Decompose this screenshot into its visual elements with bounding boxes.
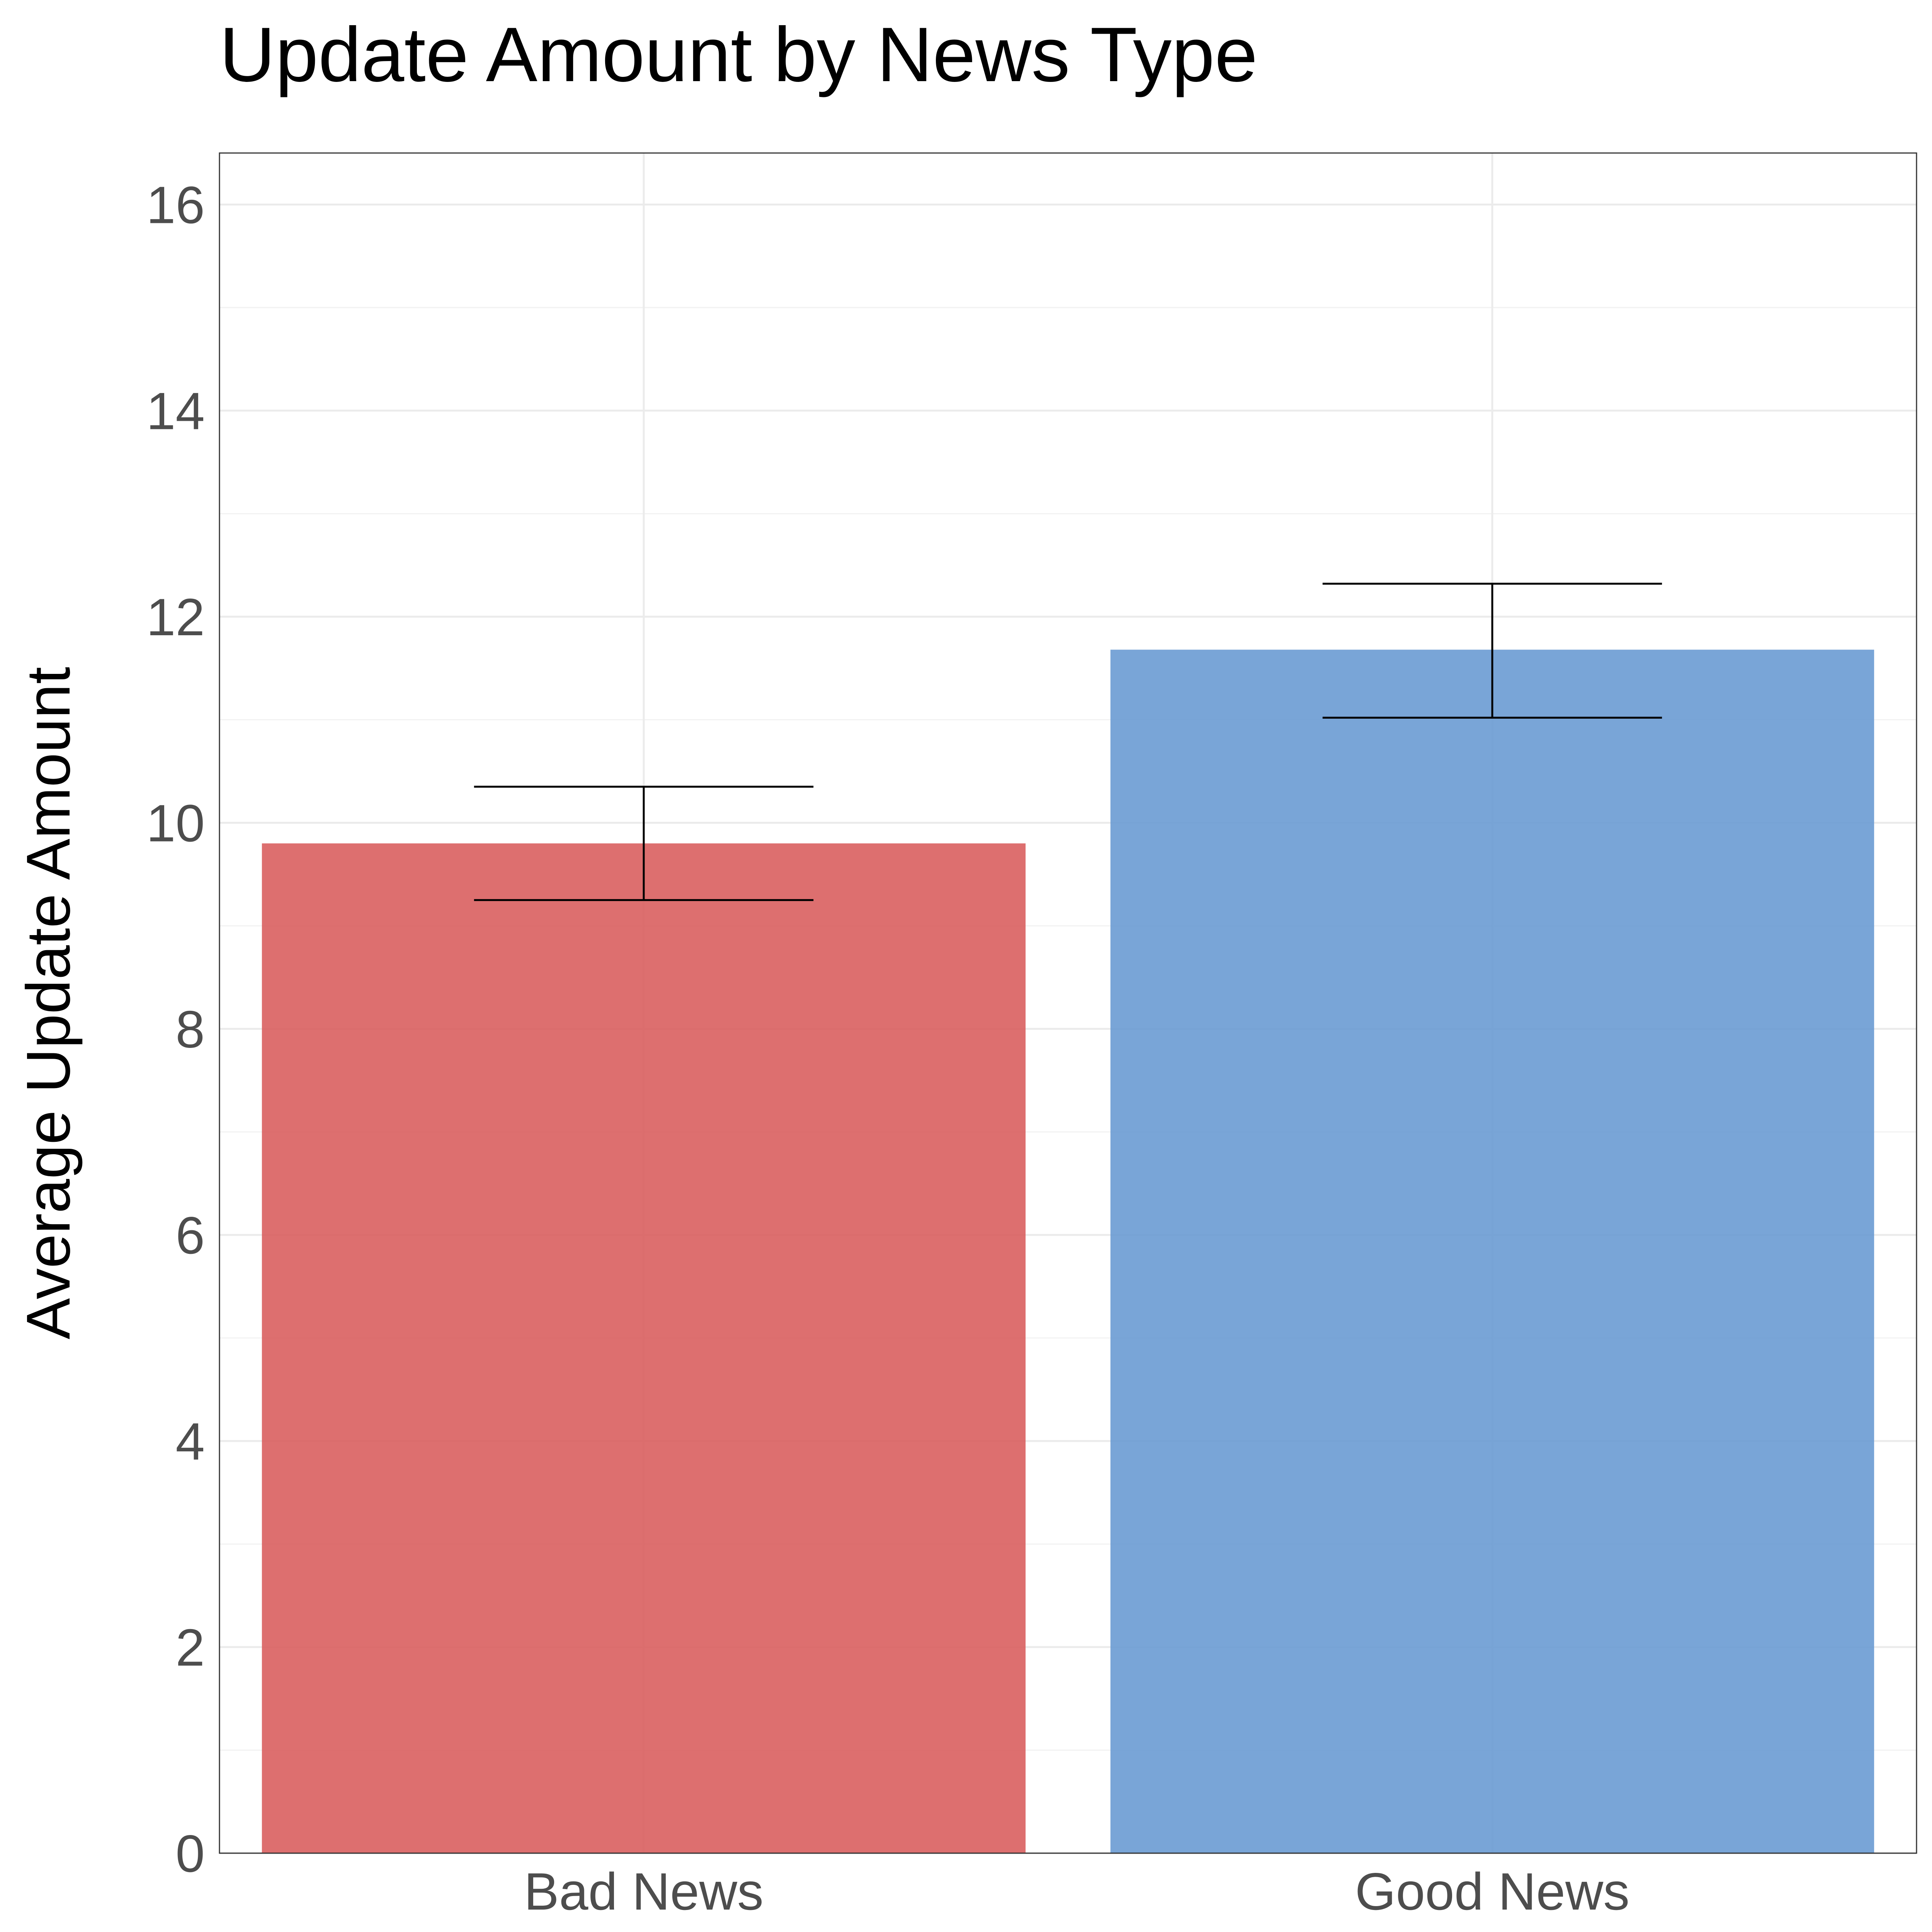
plot-panel-border <box>219 152 1917 1854</box>
bar-good-news <box>1110 650 1874 1853</box>
y-axis-tick-labels: 0 2 4 6 8 10 12 14 16 <box>146 175 205 1883</box>
y-tick-label: 0 <box>175 1824 205 1883</box>
y-tick-label: 6 <box>175 1206 205 1265</box>
chart-title: Update Amount by News Type <box>219 12 1258 98</box>
bars <box>262 650 1874 1853</box>
error-bars <box>474 583 1662 901</box>
y-tick-label: 10 <box>146 794 205 852</box>
x-tick-label: Good News <box>1355 1862 1630 1921</box>
y-tick-label: 2 <box>175 1618 205 1677</box>
error-bar <box>1322 583 1662 719</box>
bar-bad-news <box>262 843 1026 1853</box>
x-axis-tick-labels: Bad News Good News <box>524 1862 1629 1921</box>
x-tick-label: Bad News <box>524 1862 764 1921</box>
y-tick-label: 4 <box>175 1412 205 1471</box>
y-tick-label: 12 <box>146 588 205 646</box>
y-tick-label: 8 <box>175 1000 205 1059</box>
y-axis-label: Average Update Amount <box>14 667 83 1339</box>
y-tick-label: 14 <box>146 382 205 440</box>
y-tick-label: 16 <box>146 175 205 234</box>
error-bar <box>474 786 814 901</box>
